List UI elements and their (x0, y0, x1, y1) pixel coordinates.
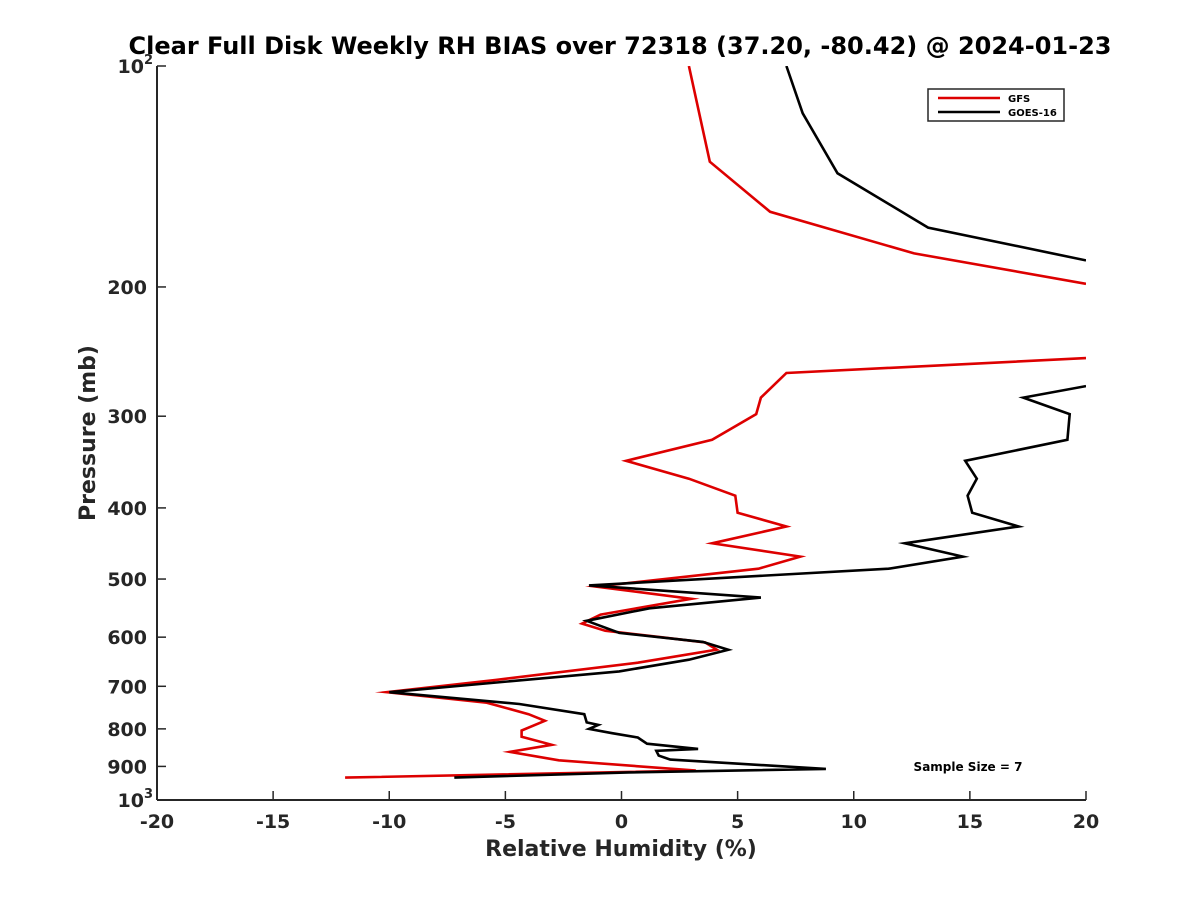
y-tick-label: 700 (107, 676, 147, 698)
x-axis-label: Relative Humidity (%) (485, 837, 757, 862)
legend: GFS GOES-16 (927, 88, 1065, 122)
legend-entry-label: GOES-16 (1008, 108, 1057, 119)
y-tick-label: 500 (107, 569, 147, 591)
chart-title: Clear Full Disk Weekly RH BIAS over 7231… (129, 32, 1112, 60)
series-line-goes-16-segment-1 (785, 66, 1086, 262)
x-tick-label: -5 (495, 811, 516, 833)
x-tick-label: -20 (140, 811, 174, 833)
axes: -20 -15 -10 -5 0 5 10 15 20 102 200 300 400 500 600 700… (107, 53, 1099, 833)
y-tick-label: 900 (107, 756, 147, 778)
y-tick-label: 200 (107, 277, 147, 299)
x-tick-label: 0 (615, 811, 628, 833)
y-tick-label: 103 (118, 787, 154, 812)
y-tick-label: 800 (107, 719, 147, 741)
y-tick-label: 400 (107, 498, 147, 520)
series-line-gfs-segment-1 (687, 66, 1086, 286)
y-tick-label: 300 (107, 406, 147, 428)
legend-entry-label: GFS (1008, 94, 1030, 105)
y-tick-label: 102 (118, 53, 154, 78)
x-tick-label: 15 (957, 811, 983, 833)
x-tick-label: 10 (841, 811, 867, 833)
legend-box (927, 88, 1065, 122)
x-tick-label: 20 (1073, 811, 1099, 833)
series-line-gfs-segment-2 (345, 356, 1086, 779)
y-tick-label: 600 (107, 627, 147, 649)
sample-size-annotation: Sample Size = 7 (914, 760, 1023, 774)
x-tick-label: 5 (731, 811, 744, 833)
series-line-goes-16-segment-2 (389, 384, 1086, 779)
x-tick-label: -15 (256, 811, 290, 833)
x-tick-label: -10 (372, 811, 406, 833)
series-layer (345, 66, 1086, 779)
y-axis-label: Pressure (mb) (76, 345, 101, 521)
